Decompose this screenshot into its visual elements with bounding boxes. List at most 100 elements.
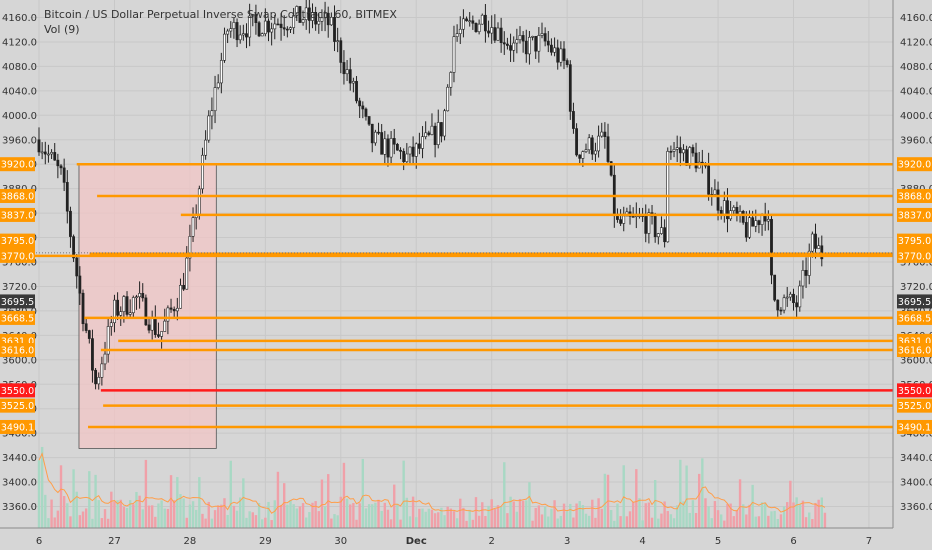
candle-body xyxy=(166,307,170,322)
price-tick-label-left: 3440.0 xyxy=(2,453,37,464)
volume-bar xyxy=(745,514,748,528)
candle-body xyxy=(773,274,777,301)
volume-bar xyxy=(72,469,75,528)
volume-bar xyxy=(330,518,333,528)
candle-body xyxy=(109,322,113,327)
price-tick-label-left: 3600.0 xyxy=(2,355,37,366)
candle-body xyxy=(367,116,371,125)
candle-body xyxy=(521,35,525,42)
candle-body xyxy=(370,123,374,144)
price-tick-label-left: 4120.0 xyxy=(2,37,37,48)
candle-body xyxy=(817,245,821,249)
candle-body xyxy=(518,35,522,41)
volume-bar xyxy=(704,498,707,528)
time-tick-label: 2 xyxy=(489,536,495,547)
candle-body xyxy=(69,210,72,237)
volume-bar xyxy=(569,503,572,528)
candle-body xyxy=(480,14,484,25)
right-price-tag-text: 3668.5 xyxy=(898,313,931,324)
volume-bar xyxy=(767,515,770,528)
candle-body xyxy=(414,143,418,157)
candle-body xyxy=(408,146,412,155)
price-tags: 3920.0 3920.0 3868.0 3868.0 3837.0 3837.0 3795… xyxy=(0,157,932,434)
candle-body xyxy=(644,215,648,234)
volume-bar xyxy=(157,503,160,528)
candle-body xyxy=(820,245,824,260)
volume-bar xyxy=(216,505,220,528)
candle-body xyxy=(358,100,362,107)
candle-body xyxy=(320,17,324,22)
time-axis[interactable]: 6 27 28 29 30 Dec 2 3 4 5 6 7 xyxy=(36,536,872,547)
candle-body xyxy=(238,34,242,41)
volume-bar xyxy=(591,499,594,528)
candle-body xyxy=(597,135,600,152)
volume-bar xyxy=(814,502,817,528)
volume-bar xyxy=(609,510,613,528)
volume-bar xyxy=(424,511,427,528)
volume-bar xyxy=(78,515,82,528)
price-tick-label: 3480.0 xyxy=(900,429,932,440)
candle-body xyxy=(691,147,695,154)
right-price-tag-bg xyxy=(897,383,932,398)
candle-body xyxy=(760,214,764,225)
candle-body xyxy=(449,72,453,88)
volume-bar xyxy=(59,465,63,528)
horizontal-levels[interactable] xyxy=(30,162,893,429)
candle-body xyxy=(572,111,575,129)
volume-bar xyxy=(103,509,107,528)
left-price-tag: 3837.0 xyxy=(0,207,35,222)
left-price-tag-text: 3668.5 xyxy=(1,313,34,324)
volume-bar xyxy=(276,471,280,528)
volume-bar xyxy=(144,459,148,528)
candle-body xyxy=(50,152,53,155)
volume-bar xyxy=(685,465,688,528)
time-tick-label: 5 xyxy=(715,536,721,547)
volume-bar xyxy=(298,506,302,528)
candle-body xyxy=(254,14,258,23)
volume-bar xyxy=(433,513,437,528)
volume-bar xyxy=(119,499,122,528)
volume-bar xyxy=(509,496,512,528)
volume-bar xyxy=(597,498,600,528)
candle-body xyxy=(307,7,311,21)
volume-bar xyxy=(69,516,72,528)
candle-body xyxy=(587,137,591,151)
volume-bar xyxy=(490,499,493,528)
volume-bar xyxy=(50,499,53,528)
candle-body xyxy=(581,151,585,159)
candle-body xyxy=(72,236,75,259)
candle-body xyxy=(292,15,296,28)
volume-bar xyxy=(421,508,424,528)
candle-body xyxy=(175,307,179,312)
time-tick-label: 7 xyxy=(866,536,872,547)
left-price-tag-bg xyxy=(0,343,35,358)
volume-bar xyxy=(644,503,647,528)
candle-body xyxy=(766,218,770,222)
volume-bar xyxy=(94,474,97,528)
candle-body xyxy=(430,125,434,135)
volume-bar xyxy=(776,518,779,528)
candle-body xyxy=(672,149,676,152)
candle-body xyxy=(814,233,817,249)
volume-bar xyxy=(562,503,566,528)
volume-bar xyxy=(723,520,726,528)
candle-body xyxy=(562,48,566,61)
candle-body xyxy=(185,257,189,290)
volume-bar xyxy=(789,480,792,528)
candle-body xyxy=(188,236,192,259)
volume-bar xyxy=(518,498,522,528)
price-tick-label: 3400.0 xyxy=(900,478,932,489)
candle-body xyxy=(512,42,516,51)
candle-body xyxy=(279,23,283,28)
volume-bar xyxy=(150,505,154,528)
volume-bar xyxy=(666,511,669,528)
volume-bar xyxy=(440,507,443,528)
candle-body xyxy=(216,82,220,88)
right-price-tag-bg xyxy=(897,294,932,309)
right-price-tag-text: 3795.0 xyxy=(898,236,931,247)
candle-body xyxy=(37,139,41,153)
volume-bar xyxy=(616,503,619,528)
volume-bar xyxy=(675,505,679,528)
volume-bar xyxy=(710,518,713,528)
